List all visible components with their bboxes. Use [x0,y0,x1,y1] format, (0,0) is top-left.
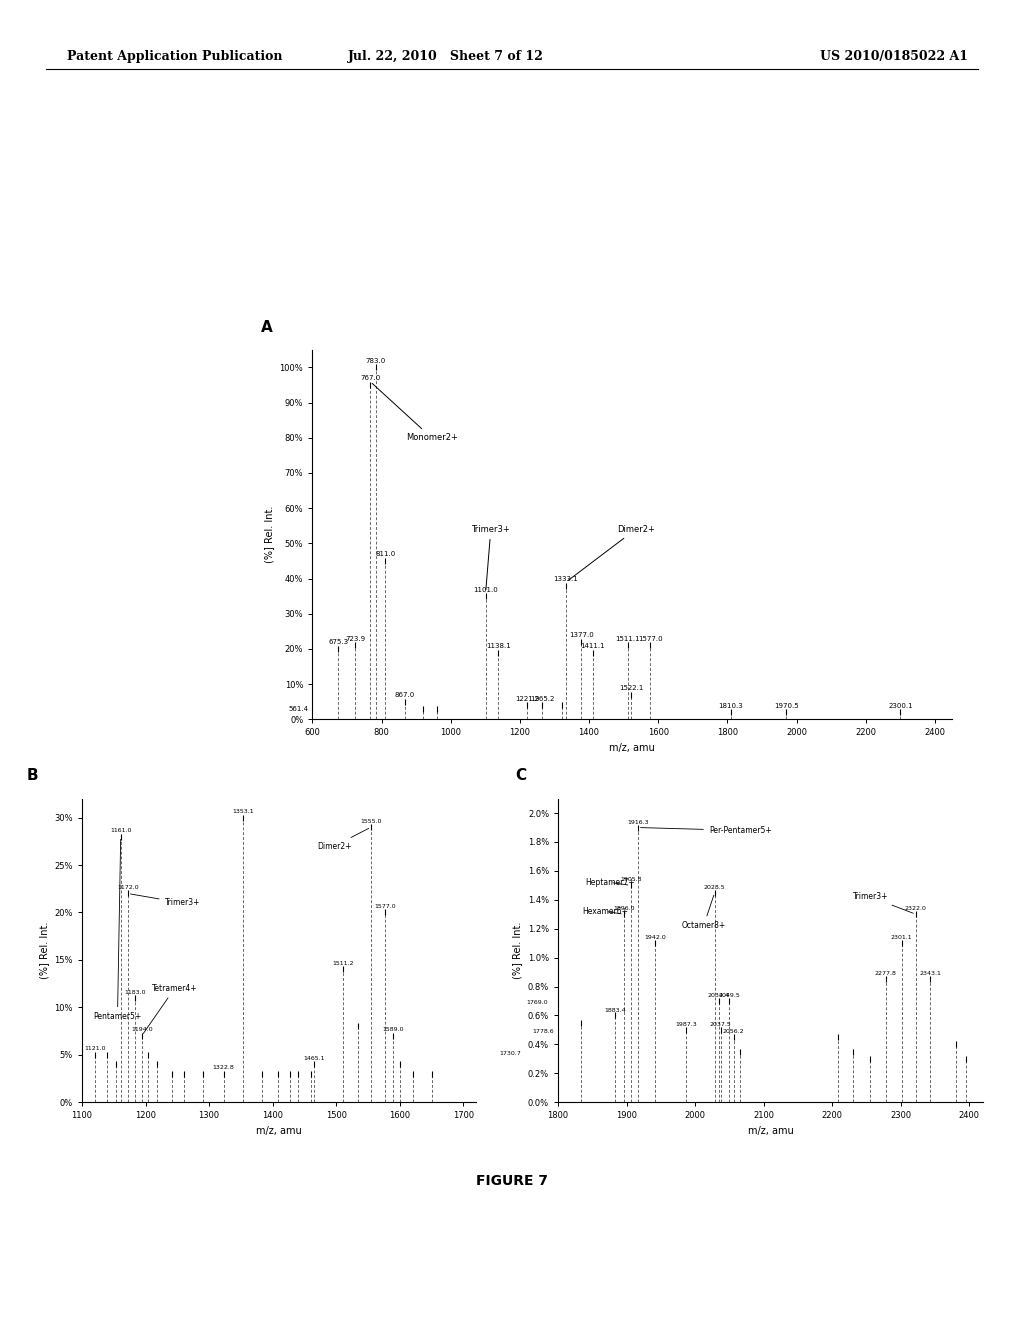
Text: 1511.1: 1511.1 [615,636,640,642]
Text: 1194.0: 1194.0 [131,1027,153,1032]
Text: 675.3: 675.3 [329,639,348,645]
Text: 1942.0: 1942.0 [644,936,667,940]
Text: 2301.1: 2301.1 [891,936,912,940]
Text: 1511.2: 1511.2 [333,961,354,966]
Text: Octamer8+: Octamer8+ [681,895,726,931]
Text: 2037.5: 2037.5 [710,1022,732,1027]
Text: 1589.0: 1589.0 [382,1027,403,1032]
Text: 1411.1: 1411.1 [581,643,605,649]
Text: 2034.4: 2034.4 [708,993,730,998]
Text: 2300.1: 2300.1 [888,702,912,709]
Text: 1265.2: 1265.2 [530,696,555,702]
Text: 1970.5: 1970.5 [774,702,799,709]
Text: 1161.0: 1161.0 [110,828,131,833]
Text: 811.0: 811.0 [375,552,395,557]
Text: 1101.0: 1101.0 [473,586,498,593]
Text: 1778.6: 1778.6 [532,1030,554,1035]
Text: 1322.8: 1322.8 [213,1065,234,1071]
Text: 2343.1: 2343.1 [920,972,941,977]
Text: 1987.3: 1987.3 [676,1022,697,1027]
Text: 2056.2: 2056.2 [723,1030,744,1035]
Text: Heptamer7+: Heptamer7+ [586,878,635,887]
Text: Dimer2+: Dimer2+ [568,525,654,581]
Text: Pentamer5+: Pentamer5+ [93,840,141,1022]
Text: Trimer3+: Trimer3+ [853,892,913,913]
Text: 1810.3: 1810.3 [719,702,743,709]
Text: B: B [27,768,38,784]
Text: Tetramer4+: Tetramer4+ [143,983,198,1034]
Text: 1465.1: 1465.1 [303,1056,325,1061]
Text: 2049.5: 2049.5 [718,993,740,998]
Text: Trimer3+: Trimer3+ [471,525,510,590]
Text: 1183.0: 1183.0 [124,990,145,994]
Text: Jul. 22, 2010   Sheet 7 of 12: Jul. 22, 2010 Sheet 7 of 12 [347,50,544,63]
Text: 1138.1: 1138.1 [486,643,511,649]
Text: 783.0: 783.0 [366,358,386,364]
Text: 561.4: 561.4 [289,706,309,713]
Text: 1522.1: 1522.1 [620,685,643,692]
Text: Monomer2+: Monomer2+ [372,383,458,442]
X-axis label: m/z, amu: m/z, amu [748,1126,794,1135]
Text: 1730.7: 1730.7 [500,1051,521,1056]
Y-axis label: (%] Rel. Int.: (%] Rel. Int. [264,506,274,564]
Y-axis label: (%] Rel. Int.: (%] Rel. Int. [39,921,49,979]
Text: 867.0: 867.0 [394,692,415,698]
Text: A: A [261,319,272,335]
Text: 1577.0: 1577.0 [638,636,663,642]
Text: 1333.1: 1333.1 [554,576,579,582]
Y-axis label: (%] Rel. Int.: (%] Rel. Int. [512,921,522,979]
Text: Dimer2+: Dimer2+ [317,829,369,850]
Text: 1555.0: 1555.0 [360,818,382,824]
Text: 1769.0: 1769.0 [526,1001,548,1006]
Text: 1353.1: 1353.1 [232,809,254,814]
Text: Hexamer6+: Hexamer6+ [582,907,628,916]
Text: US 2010/0185022 A1: US 2010/0185022 A1 [819,50,968,63]
Text: 1883.4: 1883.4 [604,1007,626,1012]
Text: 2322.0: 2322.0 [905,907,927,911]
X-axis label: m/z, amu: m/z, amu [256,1126,302,1135]
Text: Trimer3+: Trimer3+ [130,894,200,907]
Text: C: C [516,768,526,784]
X-axis label: m/z, amu: m/z, amu [609,743,655,752]
Text: 1377.0: 1377.0 [568,632,594,639]
Text: 1121.0: 1121.0 [85,1047,106,1052]
Text: 1916.3: 1916.3 [627,820,648,825]
Text: 2277.8: 2277.8 [874,972,896,977]
Text: Patent Application Publication: Patent Application Publication [67,50,282,63]
Text: 1577.0: 1577.0 [375,904,396,909]
Text: 1905.8: 1905.8 [620,878,641,883]
Text: FIGURE 7: FIGURE 7 [476,1175,548,1188]
Text: Per-Pentamer5+: Per-Pentamer5+ [641,826,772,836]
Text: 723.9: 723.9 [345,636,366,642]
Text: 1896.0: 1896.0 [613,907,635,911]
Text: 1221.9: 1221.9 [515,696,540,702]
Text: 1172.0: 1172.0 [117,886,138,890]
Text: 767.0: 767.0 [360,375,380,381]
Text: 2028.5: 2028.5 [703,884,726,890]
